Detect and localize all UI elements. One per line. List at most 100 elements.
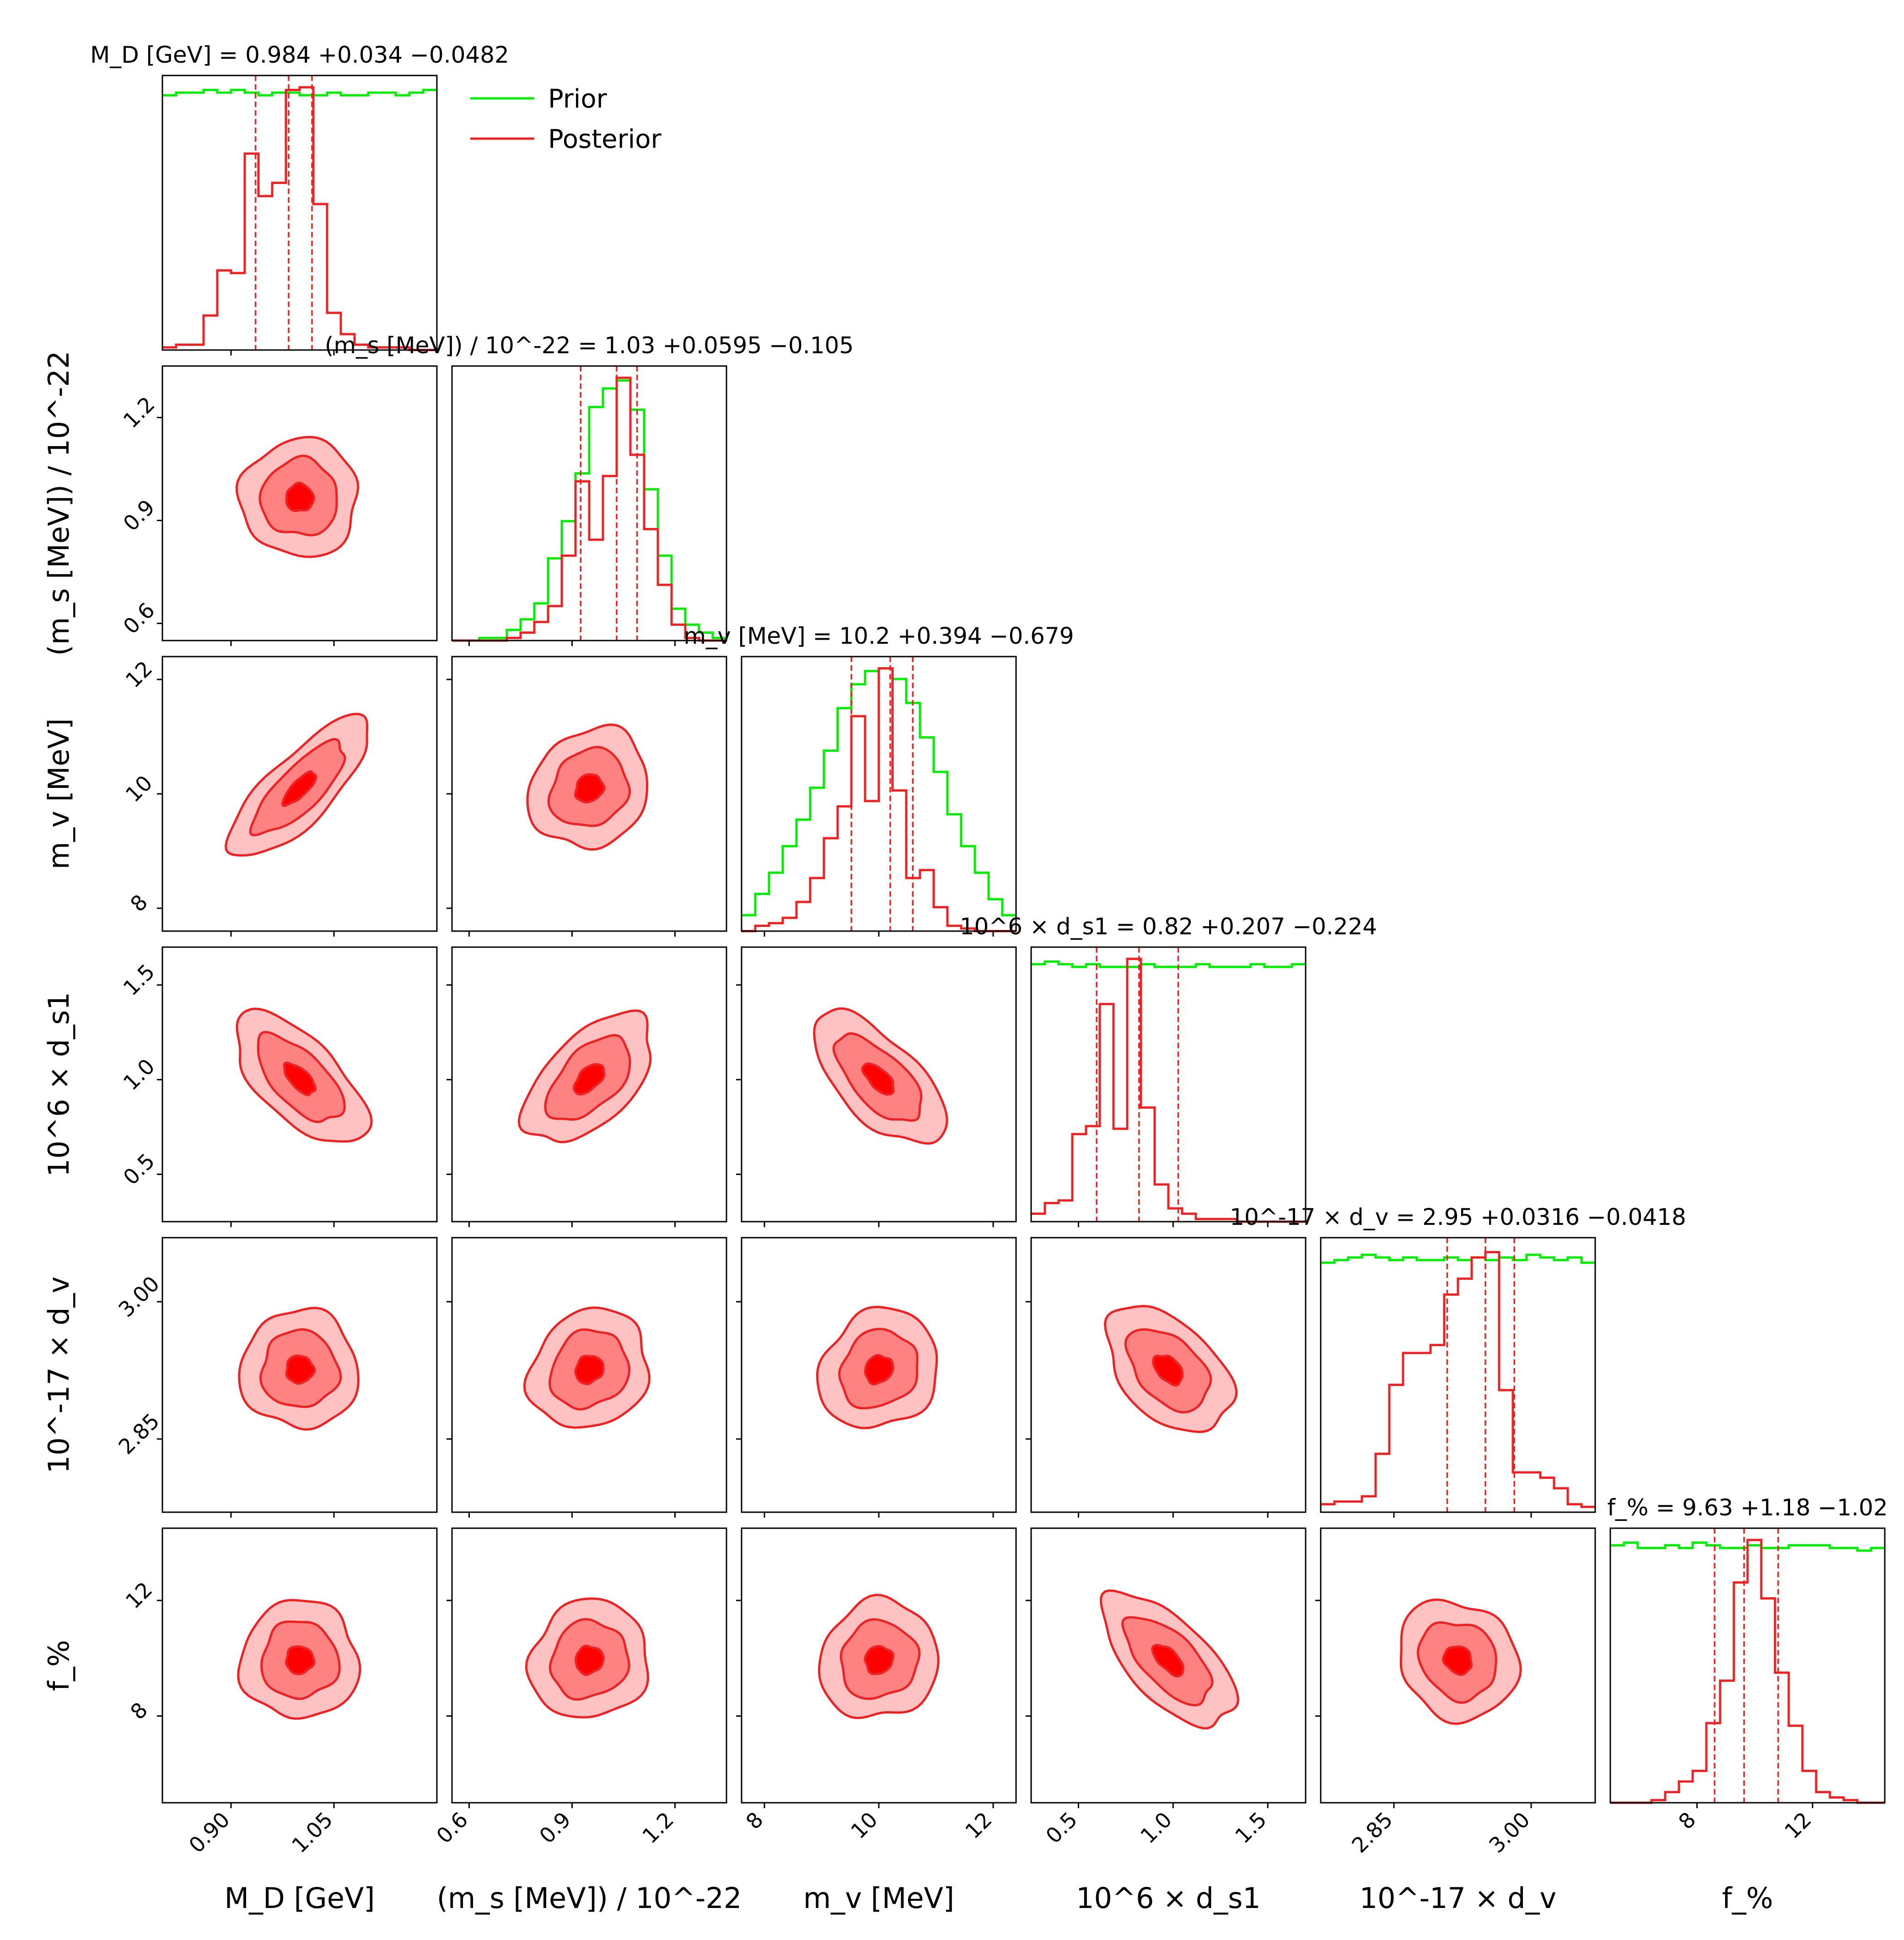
histogram-panel-ms	[452, 366, 726, 642]
contour-inner	[1152, 1354, 1184, 1387]
contour-panel-ds1-dv	[1103, 1304, 1238, 1433]
contour-inner	[574, 773, 606, 804]
contour-inner	[861, 1062, 895, 1096]
x-tick-label: 1.2	[637, 1807, 678, 1848]
x-tick-label: 8	[741, 1807, 768, 1834]
panel-frame	[1609, 1527, 1886, 1804]
contour-inner	[285, 1354, 316, 1385]
prior-histogram	[452, 379, 726, 642]
y-tick-label: 2.85	[113, 1408, 164, 1459]
legend-label-posterior: Posterior	[548, 124, 662, 154]
panel-frame	[161, 75, 438, 351]
posterior-histogram	[162, 86, 437, 351]
y-axis-label: m_v [MeV]	[42, 718, 75, 869]
x-tick-label: 3.00	[1484, 1807, 1535, 1858]
histogram-title: m_v [MeV] = 10.2 +0.394 −0.679	[683, 623, 1074, 649]
y-tick-label: 1.5	[118, 959, 160, 1000]
contour-panel-mv-dv	[816, 1305, 938, 1429]
contour-inner	[281, 770, 317, 807]
contour-panel-ms-mv	[526, 723, 649, 851]
histogram-panel-ds1	[1031, 947, 1306, 1223]
contour-inner	[285, 1645, 316, 1676]
panel-frame	[451, 1527, 727, 1804]
legend-label-prior: Prior	[548, 84, 608, 114]
x-axis-label: 10^6 × d_s1	[1076, 1881, 1261, 1915]
posterior-histogram	[1610, 1539, 1885, 1804]
panel-frame	[451, 365, 727, 641]
contour-panel-ms-ds1	[517, 1009, 652, 1143]
x-tick-label: 10	[846, 1807, 882, 1844]
contour-inner	[285, 481, 315, 512]
y-tick-label: 10	[121, 771, 157, 807]
x-axis-label: M_D [GeV]	[225, 1881, 375, 1915]
contour-inner	[864, 1645, 895, 1676]
x-tick-label: 2.85	[1347, 1807, 1398, 1858]
contour-inner	[864, 1354, 894, 1385]
contour-inner	[574, 1354, 605, 1385]
contour-panel-MD-mv	[224, 712, 369, 857]
x-axis-label: f_%	[1722, 1881, 1773, 1915]
x-axis-label: m_v [MeV]	[803, 1881, 954, 1915]
contour-panel-ms-dv	[523, 1306, 651, 1429]
x-tick-label: 0.6	[431, 1807, 473, 1848]
x-tick-label: 12	[1780, 1807, 1816, 1844]
histogram-panel-mv	[742, 657, 1016, 932]
contour-panel-MD-ms	[235, 436, 360, 558]
contour-inner	[1442, 1645, 1473, 1676]
panel-frame	[1030, 1527, 1307, 1804]
y-tick-label: 8	[125, 1698, 152, 1724]
histogram-title: M_D [GeV] = 0.984 +0.034 −0.0482	[90, 42, 509, 68]
panel-frame	[161, 365, 438, 641]
contour-panel-dv-f	[1399, 1598, 1522, 1725]
contour-inner	[575, 1644, 605, 1676]
prior-histogram	[1031, 960, 1306, 968]
y-tick-label: 1.0	[118, 1054, 160, 1095]
panel-frame	[451, 946, 727, 1223]
y-tick-label: 12	[121, 1577, 157, 1614]
contour-panel-MD-dv	[238, 1306, 360, 1431]
x-axis-label: (m_s [MeV]) / 10^-22	[437, 1881, 742, 1915]
y-tick-label: 0.5	[118, 1148, 160, 1190]
histogram-panel-MD	[162, 75, 437, 351]
x-tick-label: 0.9	[534, 1807, 576, 1848]
panel-frame	[1320, 1237, 1596, 1513]
panel-frame	[161, 1527, 438, 1804]
x-tick-label: 0.5	[1041, 1807, 1082, 1848]
posterior-histogram	[1321, 1251, 1595, 1508]
y-axis-label: (m_s [MeV]) / 10^-22	[42, 351, 75, 656]
prior-histogram	[1321, 1253, 1595, 1264]
posterior-histogram	[452, 377, 726, 642]
posterior-histogram	[1031, 958, 1306, 1223]
contour-inner	[572, 1063, 606, 1096]
x-tick-label: 1.05	[287, 1807, 338, 1858]
posterior-histogram	[742, 667, 1016, 932]
y-axis-label: f_%	[42, 1640, 75, 1691]
histogram-title: 10^6 × d_s1 = 0.82 +0.207 −0.224	[960, 913, 1377, 940]
y-tick-label: 1.2	[118, 392, 160, 433]
x-tick-label: 0.90	[184, 1807, 235, 1858]
y-tick-label: 8	[125, 889, 152, 916]
histogram-title: f_% = 9.63 +1.18 −1.02	[1607, 1494, 1888, 1521]
prior-histogram	[162, 89, 437, 97]
histogram-panel-f	[1610, 1528, 1885, 1804]
x-tick-label: 12	[960, 1807, 997, 1844]
panel-frame	[161, 946, 438, 1223]
panel-frame	[1030, 946, 1307, 1223]
histogram-title: (m_s [MeV]) / 10^-22 = 1.03 +0.0595 −0.1…	[325, 332, 854, 359]
prior-histogram	[1610, 1541, 1885, 1552]
x-tick-label: 1.0	[1135, 1807, 1177, 1848]
contour-panel-MD-f	[237, 1599, 361, 1720]
x-tick-label: 8	[1673, 1807, 1700, 1834]
x-tick-label: 1.5	[1230, 1807, 1271, 1848]
y-tick-label: 0.9	[118, 495, 160, 536]
contour-panel-ds1-f	[1100, 1589, 1240, 1730]
contour-panel-MD-ds1	[236, 1008, 373, 1143]
contour-panel-ms-f	[525, 1597, 650, 1719]
y-tick-label: 0.6	[118, 598, 160, 639]
y-tick-label: 12	[121, 656, 157, 693]
contour-panel-mv-ds1	[813, 1007, 948, 1145]
y-axis-label: 10^6 × d_s1	[42, 992, 75, 1177]
histogram-panel-dv	[1321, 1238, 1595, 1512]
x-axis-label: 10^-17 × d_v	[1360, 1881, 1557, 1915]
panel-frame	[1030, 1237, 1307, 1513]
